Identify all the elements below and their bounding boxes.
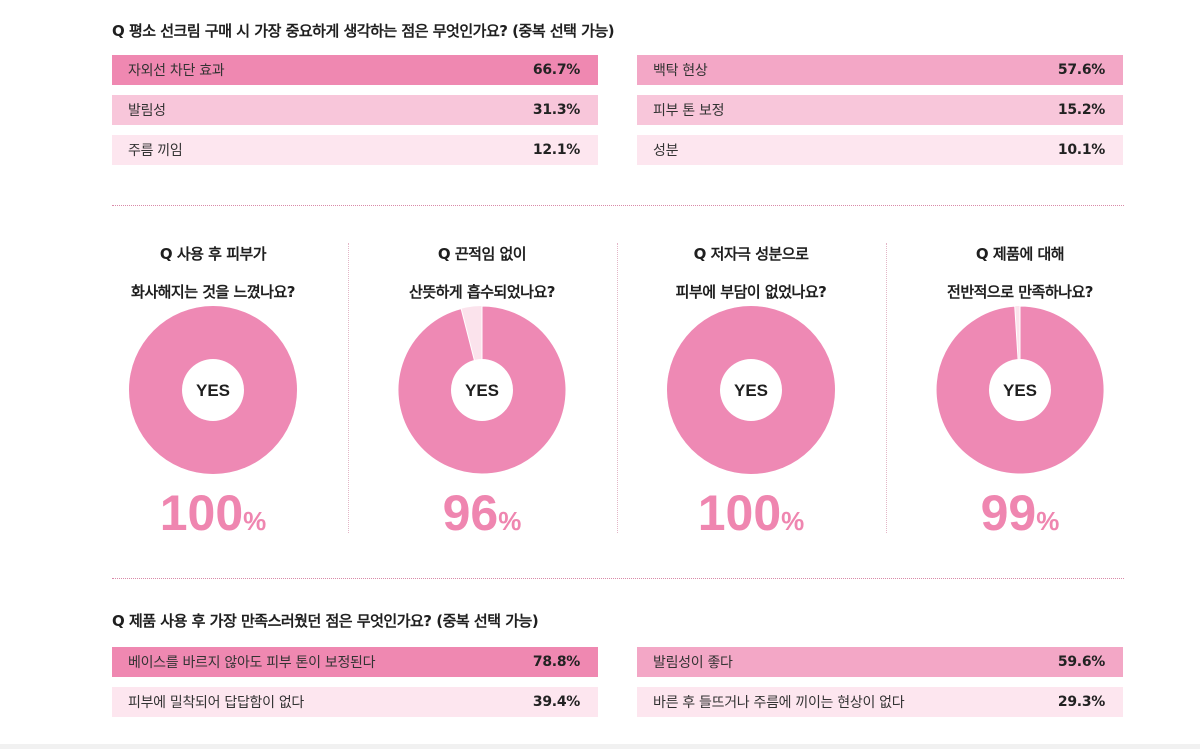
answer-label: 백탁 현상 xyxy=(653,63,708,79)
pie-divider-2 xyxy=(617,243,618,533)
pie-divider-1 xyxy=(348,243,349,533)
answer-row: 성분 10.1% xyxy=(637,135,1123,165)
survey-question-1: Q 평소 선크림 구매 시 가장 중요하게 생각하는 점은 무엇인가요? (중복… xyxy=(112,22,615,40)
answer-percent: 78.8% xyxy=(532,654,580,670)
answer-label: 발림성 xyxy=(128,103,166,119)
section-divider-bottom xyxy=(112,578,1124,579)
answer-percent: 59.6% xyxy=(1057,654,1105,670)
pie-question-line: 피부에 부담이 없었나요? xyxy=(675,283,827,301)
survey-question-2: Q 제품 사용 후 가장 만족스러웠던 점은 무엇인가요? (중복 선택 가능) xyxy=(112,612,539,630)
pie-value-percent-sign: % xyxy=(498,506,522,536)
answer-label: 피부에 밀착되어 답답함이 없다 xyxy=(128,695,304,711)
pie-divider-3 xyxy=(886,243,887,533)
pie-value: 100% xyxy=(631,488,871,546)
answer-row: 발림성이 좋다 59.6% xyxy=(637,647,1123,677)
answer-percent: 10.1% xyxy=(1057,142,1105,158)
answer-percent: 12.1% xyxy=(532,142,580,158)
answer-label: 성분 xyxy=(653,143,679,159)
answer-percent: 31.3% xyxy=(532,102,580,118)
pie-question-line: 산뜻하게 흡수되었나요? xyxy=(409,283,555,301)
pie-center-hole xyxy=(720,359,782,421)
pie-value: 96% xyxy=(362,488,602,546)
answer-row: 발림성 31.3% xyxy=(112,95,598,125)
pie-value-number: 99 xyxy=(980,485,1037,541)
pie-question-line: 전반적으로 만족하나요? xyxy=(947,283,1093,301)
answer-percent: 57.6% xyxy=(1057,62,1105,78)
answer-label: 발림성이 좋다 xyxy=(653,655,733,671)
pie-chart: YES xyxy=(935,305,1105,475)
answer-row: 피부 톤 보정 15.2% xyxy=(637,95,1123,125)
answer-label: 피부 톤 보정 xyxy=(653,103,725,119)
answer-row: 베이스를 바르지 않아도 피부 톤이 보정된다 78.8% xyxy=(112,647,598,677)
pie-question-line: Q 제품에 대해 xyxy=(975,245,1065,263)
page-bottom-edge xyxy=(0,744,1200,749)
pie-center-label: YES xyxy=(734,381,768,400)
answer-row: 주름 끼임 12.1% xyxy=(112,135,598,165)
pie-question-line: 화사해지는 것을 느꼈나요? xyxy=(131,283,295,301)
answer-row: 백탁 현상 57.6% xyxy=(637,55,1123,85)
answer-percent: 15.2% xyxy=(1057,102,1105,118)
pie-value-percent-sign: % xyxy=(243,506,267,536)
pie-question-line: Q 끈적임 없이 xyxy=(437,245,527,263)
pie-value-percent-sign: % xyxy=(781,506,805,536)
answer-row: 자외선 차단 효과 66.7% xyxy=(112,55,598,85)
pie-value-percent-sign: % xyxy=(1036,506,1060,536)
pie-value: 100% xyxy=(93,488,333,546)
answer-row: 바른 후 들뜨거나 주름에 끼이는 현상이 없다 29.3% xyxy=(637,687,1123,717)
pie-value-number: 100 xyxy=(697,485,782,541)
answer-row: 피부에 밀착되어 답답함이 없다 39.4% xyxy=(112,687,598,717)
pie-center-hole xyxy=(989,359,1051,421)
pie-center-hole xyxy=(182,359,244,421)
answer-label: 베이스를 바르지 않아도 피부 톤이 보정된다 xyxy=(128,655,376,671)
pie-center-label: YES xyxy=(465,381,499,400)
pie-value: 99% xyxy=(900,488,1140,546)
pie-center-label: YES xyxy=(196,381,230,400)
pie-value-number: 96 xyxy=(442,485,499,541)
answer-label: 자외선 차단 효과 xyxy=(128,63,225,79)
answer-label: 주름 끼임 xyxy=(128,143,183,159)
pie-chart: YES xyxy=(667,306,835,474)
pie-question-line: Q 사용 후 피부가 xyxy=(159,245,267,263)
pie-chart: YES xyxy=(129,306,297,474)
pie-center-label: YES xyxy=(1003,381,1037,400)
answer-percent: 29.3% xyxy=(1057,694,1105,710)
answer-label: 바른 후 들뜨거나 주름에 끼이는 현상이 없다 xyxy=(653,695,905,711)
answer-percent: 66.7% xyxy=(532,62,580,78)
pie-question-line: Q 저자극 성분으로 xyxy=(693,245,809,263)
answer-percent: 39.4% xyxy=(532,694,580,710)
pie-value-number: 100 xyxy=(159,485,244,541)
section-divider-top xyxy=(112,205,1124,206)
pie-center-hole xyxy=(451,359,513,421)
pie-chart: YES xyxy=(397,305,567,475)
